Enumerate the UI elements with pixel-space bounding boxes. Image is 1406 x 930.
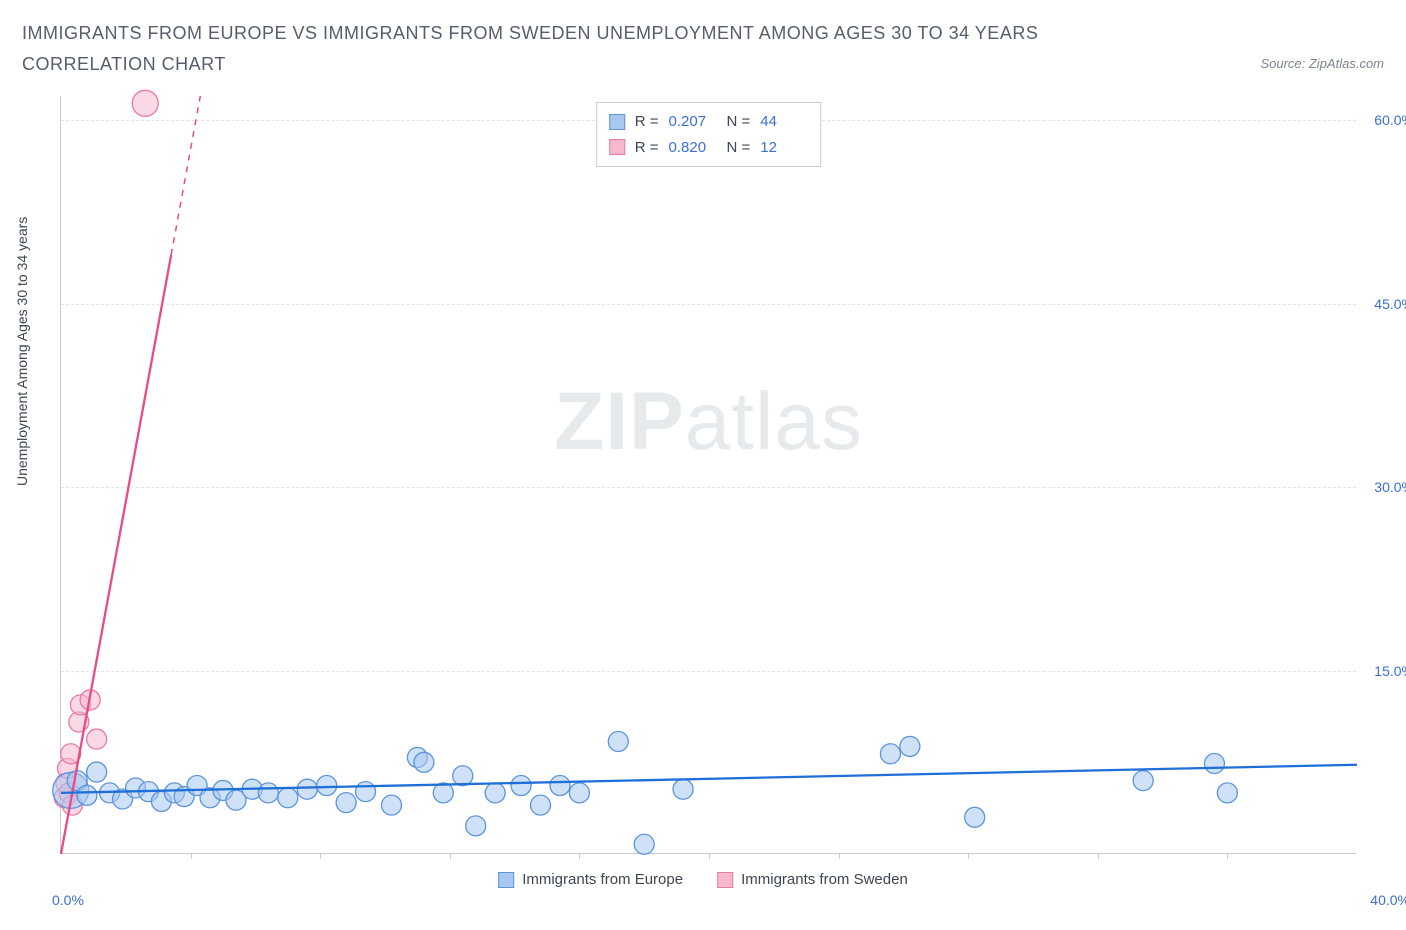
trend-line: [61, 255, 171, 854]
data-point: [485, 783, 505, 803]
source-attribution: Source: ZipAtlas.com: [1260, 56, 1384, 71]
trend-line: [171, 96, 200, 255]
data-point: [297, 779, 317, 799]
data-point: [511, 776, 531, 796]
data-point: [634, 834, 654, 854]
x-tick-mark: [579, 853, 580, 859]
data-point: [336, 793, 356, 813]
swatch-sweden-icon: [717, 872, 733, 888]
n-value-europe: 44: [760, 109, 808, 135]
data-point: [673, 779, 693, 799]
data-point: [356, 782, 376, 802]
x-tick-mark: [450, 853, 451, 859]
y-tick-label: 30.0%: [1374, 479, 1406, 495]
r-value-sweden: 0.820: [669, 135, 717, 161]
data-point: [900, 736, 920, 756]
chart-container: Unemployment Among Ages 30 to 34 years Z…: [24, 96, 1382, 906]
data-point: [317, 776, 337, 796]
x-tick-mark: [968, 853, 969, 859]
data-point: [87, 762, 107, 782]
data-point: [132, 90, 158, 116]
scatter-svg: [61, 96, 1356, 853]
x-tick-mark: [320, 853, 321, 859]
trend-line: [61, 765, 1357, 793]
x-tick-mark: [1227, 853, 1228, 859]
x-tick-mark: [191, 853, 192, 859]
n-label: N =: [727, 135, 751, 161]
data-point: [880, 744, 900, 764]
x-tick-mark: [839, 853, 840, 859]
plot-area: ZIPatlas 15.0%30.0%45.0%60.0% R = 0.207 …: [60, 96, 1356, 854]
swatch-sweden: [609, 139, 625, 155]
data-point: [550, 776, 570, 796]
data-point: [1204, 754, 1224, 774]
legend-row-europe: R = 0.207 N = 44: [609, 109, 809, 135]
x-tick-mark: [709, 853, 710, 859]
x-tick-mark: [1098, 853, 1099, 859]
data-point: [1133, 771, 1153, 791]
data-point: [381, 795, 401, 815]
legend-item-europe: Immigrants from Europe: [498, 871, 683, 888]
n-label: N =: [727, 109, 751, 135]
legend-series: Immigrants from Europe Immigrants from S…: [498, 871, 908, 888]
data-point: [414, 752, 434, 772]
data-point: [77, 785, 97, 805]
chart-title: IMMIGRANTS FROM EUROPE VS IMMIGRANTS FRO…: [22, 18, 1122, 79]
data-point: [965, 807, 985, 827]
x-axis-max-label: 40.0%: [1370, 892, 1406, 908]
legend-correlation: R = 0.207 N = 44 R = 0.820 N = 12: [596, 102, 822, 167]
legend-label-sweden: Immigrants from Sweden: [741, 871, 908, 888]
data-point: [453, 766, 473, 786]
n-value-sweden: 12: [760, 135, 808, 161]
data-point: [258, 783, 278, 803]
swatch-europe: [609, 114, 625, 130]
r-label: R =: [635, 135, 659, 161]
data-point: [278, 788, 298, 808]
legend-row-sweden: R = 0.820 N = 12: [609, 135, 809, 161]
y-tick-label: 15.0%: [1374, 663, 1406, 679]
data-point: [466, 816, 486, 836]
legend-label-europe: Immigrants from Europe: [522, 871, 683, 888]
r-value-europe: 0.207: [669, 109, 717, 135]
x-axis-min-label: 0.0%: [52, 892, 84, 908]
y-axis-label: Unemployment Among Ages 30 to 34 years: [14, 217, 30, 486]
data-point: [1217, 783, 1237, 803]
data-point: [87, 729, 107, 749]
data-point: [608, 732, 628, 752]
legend-item-sweden: Immigrants from Sweden: [717, 871, 908, 888]
y-tick-label: 45.0%: [1374, 296, 1406, 312]
r-label: R =: [635, 109, 659, 135]
data-point: [569, 783, 589, 803]
swatch-europe-icon: [498, 872, 514, 888]
data-point: [531, 795, 551, 815]
y-tick-label: 60.0%: [1374, 112, 1406, 128]
